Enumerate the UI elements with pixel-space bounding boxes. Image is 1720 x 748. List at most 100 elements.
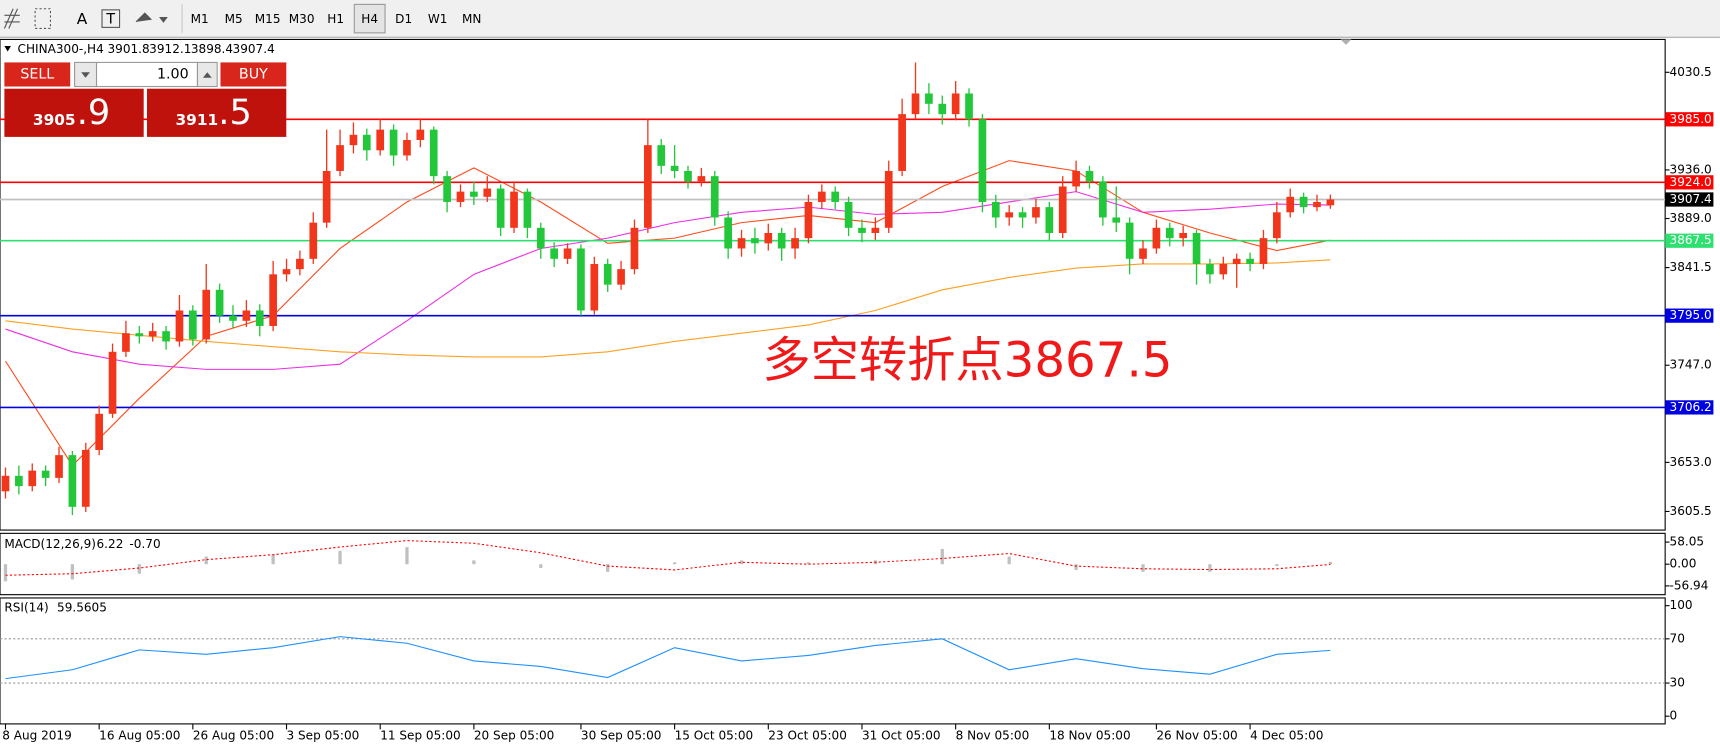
x-tick-label: 16 Aug 05:00 (99, 728, 180, 742)
volume-value[interactable]: 1.00 (157, 66, 189, 82)
candle-body (1018, 212, 1027, 218)
x-tick-label: 18 Nov 05:00 (1049, 728, 1130, 742)
down-arrow (81, 72, 90, 78)
candle-body (871, 227, 880, 233)
rsi-title: RSI(14) (4, 600, 48, 614)
timeframe-button[interactable]: H4 (361, 12, 378, 26)
price-level-label: 3907.4 (1670, 192, 1712, 206)
candle-body (376, 129, 385, 151)
candle-body (456, 191, 465, 202)
candle-body (1192, 232, 1201, 264)
selected-timeframe[interactable] (353, 3, 386, 34)
timeframe-button[interactable]: M1 (191, 12, 209, 26)
timeframe-button[interactable]: M30 (289, 12, 315, 26)
candle-body (108, 351, 117, 414)
candle-body (81, 449, 90, 507)
buy-price-pips: .5 (218, 92, 251, 133)
candle-body (1272, 212, 1281, 239)
buy-button[interactable] (220, 62, 287, 87)
header-high: 3912.1 (149, 42, 191, 56)
menu-arrow[interactable] (4, 45, 11, 52)
y-tick-label: 3936.0 (1670, 162, 1712, 176)
candle-body (737, 238, 746, 249)
candle-body (804, 201, 813, 239)
candle-body (135, 333, 144, 337)
x-tick-label: 26 Aug 05:00 (193, 728, 274, 742)
y-tick-label: 3747.0 (1670, 358, 1712, 372)
header-close: 3907.4 (233, 42, 275, 56)
candle-body (148, 331, 157, 337)
candle-body (1085, 170, 1094, 182)
candle-body (15, 475, 23, 487)
buy-label[interactable]: BUY (239, 66, 268, 82)
candle-body (965, 93, 973, 120)
candle-body (1072, 170, 1080, 187)
x-tick-label: 15 Oct 05:00 (675, 728, 754, 742)
timeframe-button[interactable]: D1 (395, 12, 412, 26)
label-tool-box[interactable] (101, 9, 121, 28)
sell-label[interactable]: SELL (20, 66, 54, 82)
x-tick-label: 23 Oct 05:00 (768, 728, 847, 742)
candle-body (764, 232, 773, 244)
candle-body (777, 232, 786, 249)
x-tick-label: 30 Sep 05:00 (581, 728, 661, 742)
x-tick-label: 31 Oct 05:00 (862, 728, 941, 742)
buy-price-box[interactable] (146, 88, 287, 137)
candle-body (122, 333, 130, 352)
candle-body (603, 263, 612, 285)
candle-body (362, 134, 371, 151)
timeframe-button[interactable]: W1 (428, 12, 448, 26)
shapes-tool[interactable] (135, 12, 168, 23)
price-level-tag (1665, 112, 1714, 127)
y-tick-label: 100 (1670, 598, 1693, 612)
candle-body (1299, 196, 1308, 208)
candle-body (817, 191, 826, 202)
candle-body (510, 191, 518, 228)
volume-input[interactable] (95, 61, 198, 88)
candle-body (389, 129, 398, 156)
x-tick-label: 8 Nov 05:00 (956, 728, 1030, 742)
x-tick-label: 20 Sep 05:00 (474, 728, 554, 742)
price-level-label: 3924.0 (1670, 175, 1712, 189)
annotation: 多空转折点3867.5 (762, 333, 1172, 389)
candle-body (229, 315, 237, 321)
text-tool[interactable]: A (77, 10, 88, 28)
timeframe-button[interactable]: M5 (225, 12, 243, 26)
candle-body (1179, 232, 1187, 239)
candle-body (309, 222, 318, 259)
candle-body (1139, 248, 1147, 259)
candle-body (1246, 258, 1254, 264)
candle-body (483, 188, 492, 197)
price-level-tag (1665, 175, 1714, 190)
y-tick-label: 3889.0 (1670, 211, 1712, 225)
candle-body (68, 455, 77, 507)
candle-body (925, 93, 933, 104)
timeframe-button[interactable]: MN (462, 12, 481, 26)
candle-body (884, 170, 893, 228)
buy-price-prefix: 3911 (176, 111, 219, 129)
candle-body (1152, 227, 1161, 249)
draw-icon[interactable] (3, 8, 52, 30)
candle-body (751, 238, 759, 244)
sell-price-pips: .9 (77, 92, 110, 133)
candle-body (724, 217, 732, 249)
candle-body (175, 310, 184, 342)
timeframe-button[interactable]: M15 (255, 12, 281, 26)
candle-body (657, 145, 666, 166)
timeframe-button[interactable]: H1 (327, 12, 344, 26)
sell-price-box[interactable] (4, 88, 144, 137)
candle-body (577, 248, 585, 311)
sell-button[interactable] (4, 62, 71, 87)
price-level-tag (1665, 233, 1714, 248)
y-tick-label: 3841.5 (1670, 260, 1712, 274)
candle-body (590, 263, 599, 311)
candle-body (523, 191, 532, 228)
candle-body (429, 129, 438, 177)
label-tool[interactable]: T (105, 12, 115, 28)
price-level-label: 3867.5 (1670, 233, 1712, 247)
price-level-label: 3706.2 (1670, 400, 1712, 414)
macd-title: MACD(12,26,9) (4, 537, 96, 551)
price-level-tag (1665, 400, 1714, 415)
candle-body (1112, 217, 1121, 223)
